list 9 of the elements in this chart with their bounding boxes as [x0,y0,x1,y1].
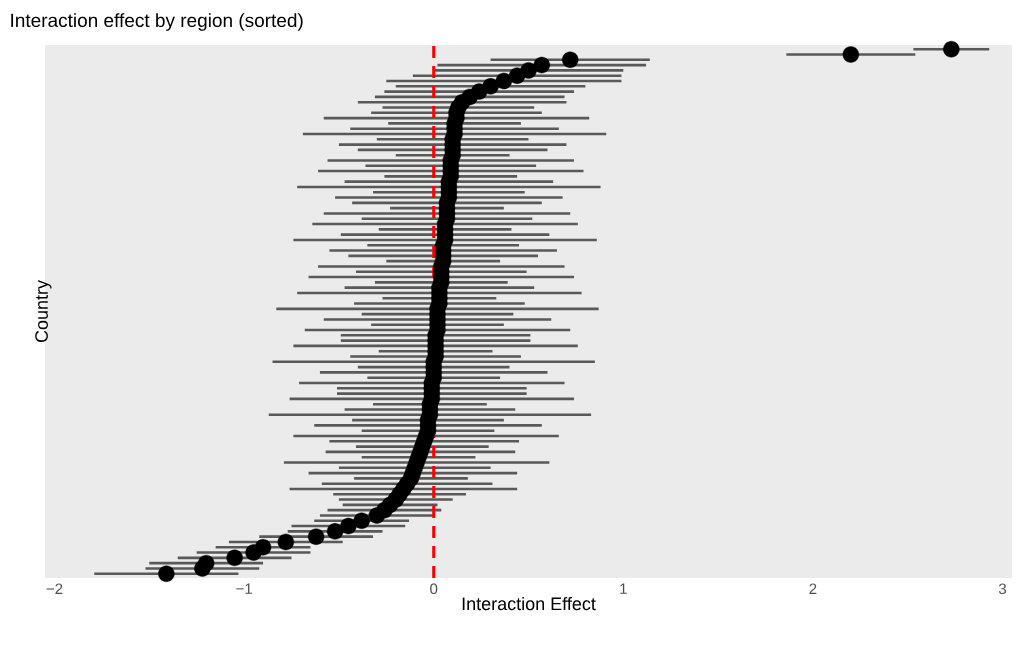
x-axis-title: Interaction Effect [462,596,596,611]
x-tick-label: 3 [998,583,1007,595]
x-tick-label: −2 [46,583,63,594]
x-tick-label: 2 [809,583,817,594]
x-tick-label: −1 [236,583,252,594]
y-axis-title: Country [35,280,52,343]
x-tick-label: 1 [620,583,627,594]
chart-title: Interaction effect by region (sorted) [11,13,303,31]
x-tick-label: 0 [430,583,438,595]
